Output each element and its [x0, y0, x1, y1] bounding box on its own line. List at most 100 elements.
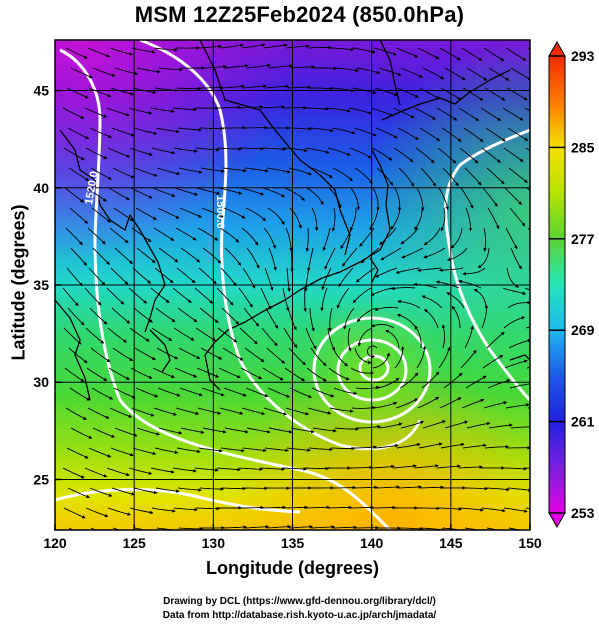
streamline: [84, 467, 108, 478]
streamline: [155, 127, 180, 134]
streamline: [313, 66, 337, 71]
colorbar-tick-label: 253: [571, 505, 595, 521]
streamline: [134, 527, 147, 530]
streamline: [417, 47, 440, 60]
streamline: [462, 267, 486, 276]
streamline: [202, 427, 227, 434]
streamline: [443, 372, 463, 389]
streamline: [303, 287, 307, 312]
streamline: [305, 327, 317, 350]
streamline: [135, 207, 157, 220]
streamline: [460, 349, 477, 369]
longitude-axis: 120 125 130 135 140 145 150: [43, 524, 542, 551]
streamline: [239, 327, 258, 345]
streamline: [306, 187, 324, 206]
streamline: [67, 127, 90, 140]
streamline: [175, 407, 200, 416]
streamline: [68, 347, 88, 364]
streamline: [173, 507, 198, 512]
streamline: [216, 105, 241, 110]
streamline: [374, 306, 399, 311]
streamline: [240, 505, 264, 510]
streamline: [414, 107, 437, 120]
streamline: [133, 487, 158, 495]
streamline: [356, 67, 381, 75]
streamline: [260, 287, 272, 310]
streamline: [372, 352, 391, 369]
streamline: [199, 487, 224, 491]
streamline: [109, 407, 133, 418]
streamline: [89, 307, 108, 325]
streamline: [219, 407, 244, 415]
streamline: [90, 347, 111, 363]
streamline: [347, 327, 352, 352]
streamline: [350, 367, 374, 375]
x-tick-label: 125: [122, 535, 146, 551]
streamline: [87, 227, 106, 245]
streamline: [67, 307, 85, 326]
streamline: [224, 64, 249, 69]
streamline: [507, 300, 530, 309]
streamline: [194, 287, 214, 304]
streamline: [423, 247, 446, 259]
streamline: [88, 267, 106, 286]
streamline: [311, 387, 335, 398]
streamline: [70, 67, 93, 79]
streamline: [179, 387, 203, 397]
x-tick-label: 130: [202, 535, 226, 551]
streamline: [532, 208, 550, 223]
streamline: [371, 147, 393, 161]
streamline: [112, 167, 135, 179]
streamline: [62, 107, 85, 119]
streamline: [395, 47, 419, 58]
streamline: [418, 442, 443, 449]
streamline: [419, 127, 441, 142]
streamline: [488, 67, 510, 81]
streamline: [222, 167, 247, 173]
streamline: [421, 295, 443, 309]
streamline: [486, 167, 505, 185]
streamline: [484, 87, 506, 101]
streamline: [241, 43, 266, 49]
streamline: [222, 347, 244, 361]
streamline: [62, 287, 79, 307]
streamline: [131, 227, 152, 242]
streamline: [180, 247, 201, 263]
streamline: [128, 287, 148, 304]
streamline: [106, 107, 130, 117]
streamline: [65, 407, 87, 420]
streamline: [287, 127, 312, 131]
streamline: [528, 87, 530, 90]
streamline: [311, 207, 319, 232]
streamline: [68, 167, 90, 182]
streamline: [504, 187, 523, 205]
streamline: [373, 47, 397, 56]
streamline: [348, 107, 373, 115]
streamline: [379, 227, 397, 246]
streamline: [380, 247, 402, 261]
streamline: [436, 464, 461, 469]
colorbar-tick-label: 293: [571, 48, 595, 64]
streamline: [66, 87, 89, 99]
streamline: [488, 423, 513, 429]
streamline: [531, 168, 551, 181]
streamline: [128, 107, 153, 115]
streamline: [173, 327, 195, 341]
streamline: [195, 327, 217, 342]
streamline: [506, 87, 528, 101]
streamline: [419, 485, 444, 490]
streamline: [485, 127, 506, 142]
streamline: [86, 367, 108, 381]
streamline: [197, 44, 222, 49]
streamline: [502, 466, 527, 471]
streamline: [305, 147, 330, 154]
streamline: [503, 507, 528, 513]
streamline: [131, 407, 155, 417]
streamline: [320, 287, 328, 312]
contour-label-1500: 1500.0: [214, 195, 226, 229]
streamline: [378, 67, 402, 77]
streamline: [438, 346, 451, 369]
streamline: [113, 387, 136, 399]
streamline: [107, 507, 131, 516]
streamline: [84, 107, 108, 118]
